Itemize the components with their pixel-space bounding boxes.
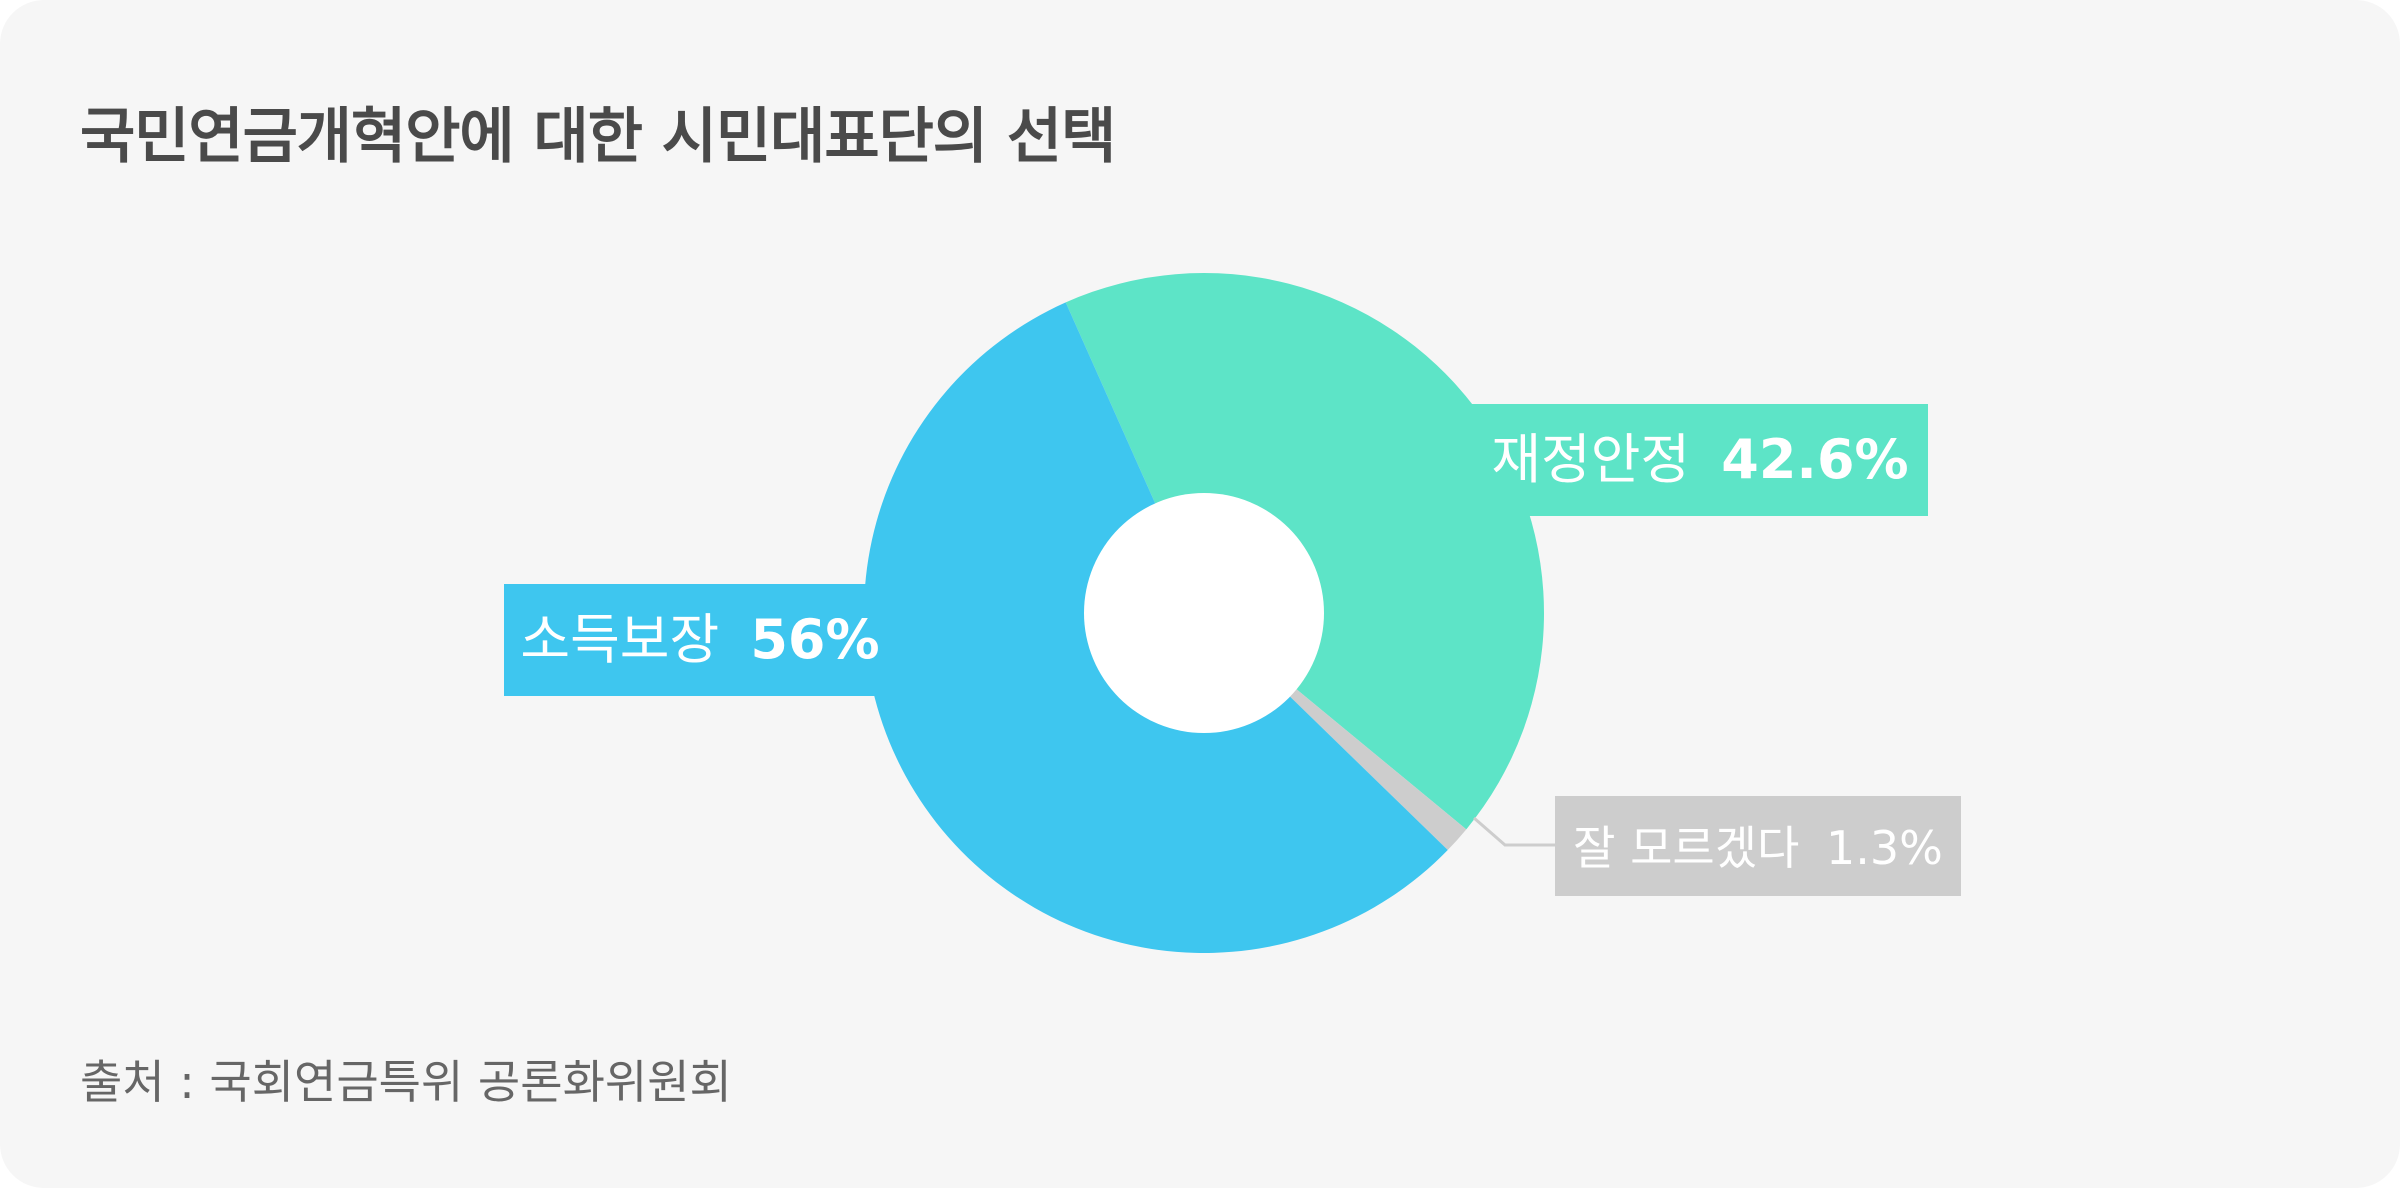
chart-source: 출처 : 국회연금특위 공론화위원회 xyxy=(80,1055,732,1109)
chart-title: 국민연금개혁안에 대한 시민대표단의 선택 xyxy=(80,102,1116,172)
label-box-잘-모르겠다 xyxy=(1555,796,1961,896)
svg-text:소득보장 56%: 소득보장 56% xyxy=(520,608,879,671)
label-재정안정: 재정안정 42.6% xyxy=(1472,404,1928,516)
label-box-재정안정 xyxy=(1472,404,1928,516)
leader-line-잘-모르겠다 xyxy=(1473,816,1555,847)
label-name-재정안정: 재정안정 xyxy=(1491,428,1690,491)
label-value-잘-모르겠다: 1.3% xyxy=(1826,821,1943,875)
label-box-소득보장 xyxy=(504,584,876,696)
label-value-소득보장: 56% xyxy=(750,608,879,671)
svg-text:재정안정 42.6%: 재정안정 42.6% xyxy=(1491,428,1908,491)
label-잘-모르겠다: 잘 모르겠다 1.3% xyxy=(1555,796,1961,896)
donut-hole xyxy=(1084,493,1324,733)
svg-text:잘 모르겠다 1.3%: 잘 모르겠다 1.3% xyxy=(1573,821,1943,875)
label-name-소득보장: 소득보장 xyxy=(520,608,719,671)
label-소득보장: 소득보장 56% xyxy=(504,584,880,696)
label-value-재정안정: 42.6% xyxy=(1721,428,1908,491)
label-name-잘-모르겠다: 잘 모르겠다 xyxy=(1573,821,1799,875)
